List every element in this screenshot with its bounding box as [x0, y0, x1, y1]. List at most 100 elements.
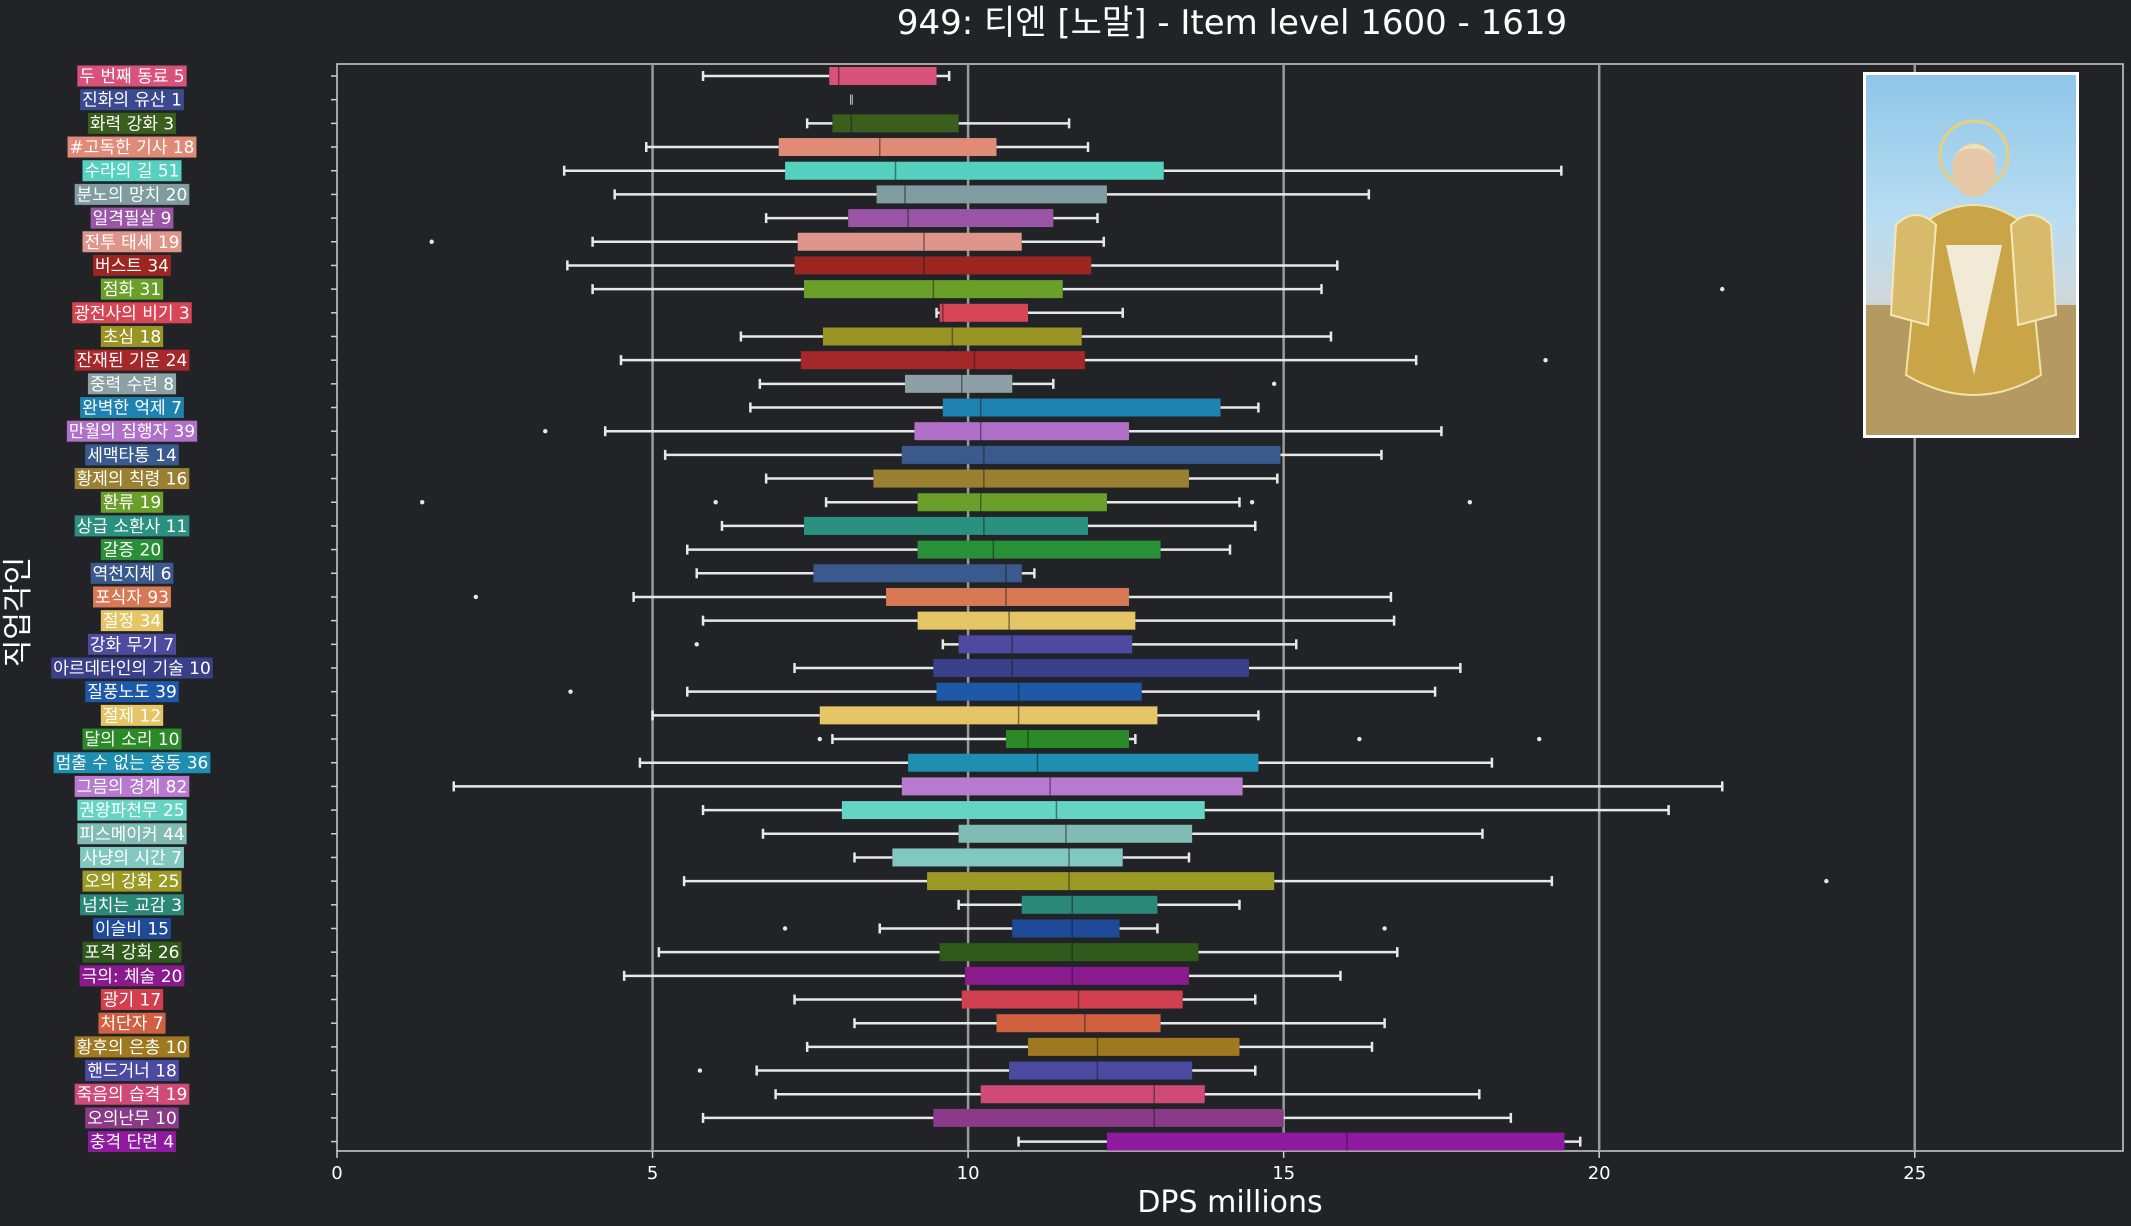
y-tick-label: 완벽한 억제 7 — [80, 397, 184, 419]
y-tick-label: 전투 태세 19 — [82, 231, 182, 253]
y-tick-text: 절정 34 — [103, 612, 161, 632]
box-row — [850, 90, 853, 109]
label-background — [74, 349, 190, 371]
box — [841, 801, 1205, 820]
y-tick-text: 완벽한 억제 7 — [82, 399, 182, 419]
y-tick-label: 권왕파천무 25 — [77, 799, 187, 821]
box-row — [619, 351, 1548, 370]
box-row — [663, 445, 1383, 464]
x-tick-label: 25 — [1903, 1163, 1926, 1184]
y-tick-label: 갈증 20 — [100, 539, 164, 561]
y-tick-text: 황후의 은총 10 — [77, 1038, 188, 1058]
box-row — [782, 919, 1387, 938]
label-background — [87, 112, 177, 134]
box — [936, 682, 1142, 701]
box-row — [473, 587, 1393, 606]
box-row — [720, 516, 1257, 535]
label-background — [100, 491, 164, 513]
box — [901, 445, 1281, 464]
box — [1009, 1061, 1193, 1080]
y-tick-label: 분노의 망치 20 — [74, 183, 190, 205]
box — [917, 540, 1161, 559]
box-row — [566, 256, 1339, 275]
box — [917, 493, 1107, 512]
box-row — [793, 990, 1257, 1009]
y-tick-text: 절제 12 — [103, 706, 161, 726]
y-tick-label: 역천지체 6 — [90, 562, 174, 584]
box-row — [695, 564, 1036, 583]
x-tick-label: 0 — [331, 1163, 342, 1184]
y-tick-text: 잔재된 기운 24 — [77, 351, 188, 371]
box — [794, 256, 1092, 275]
box-row — [452, 777, 1724, 796]
y-tick-label: 오의난무 10 — [85, 1107, 179, 1129]
label-background — [74, 515, 190, 537]
y-tick-label: 화력 강화 3 — [87, 112, 177, 134]
label-background — [82, 870, 182, 892]
label-background — [100, 539, 164, 561]
label-background — [67, 136, 197, 158]
label-background — [53, 752, 211, 774]
box-row — [638, 753, 1494, 772]
y-tick-text: 버스트 34 — [95, 256, 169, 276]
y-tick-text: 처단자 7 — [100, 1014, 163, 1034]
y-tick-label: 아르데타인의 기술 10 — [51, 657, 213, 679]
y-tick-label: 포격 강화 26 — [82, 941, 182, 963]
label-background — [82, 728, 182, 750]
label-background — [85, 681, 179, 703]
y-tick-text: 초심 18 — [103, 327, 161, 347]
y-tick-text: 극의: 체술 20 — [82, 967, 183, 987]
box — [908, 753, 1259, 772]
y-tick-label: 환류 19 — [100, 491, 164, 513]
box-row — [701, 611, 1396, 630]
y-tick-text: 멈출 수 없는 충동 36 — [56, 754, 209, 774]
outlier-point — [1271, 381, 1277, 387]
y-tick-text: 중력 수련 8 — [90, 375, 174, 395]
y-tick-text: 분노의 망치 20 — [77, 185, 188, 205]
y-tick-text: 사냥의 시간 7 — [82, 848, 182, 868]
y-tick-text: 넘치는 교감 3 — [82, 896, 182, 916]
label-background — [100, 610, 164, 632]
y-tick-label: 절정 34 — [100, 610, 164, 632]
label-background — [90, 562, 174, 584]
y-tick-label: 만월의 집행자 39 — [66, 420, 198, 442]
outlier-point — [473, 594, 479, 600]
box-row — [793, 659, 1462, 677]
y-tick-label: 극의: 체술 20 — [79, 965, 185, 987]
label-background — [100, 325, 164, 347]
y-tick-label: 피스메이커 44 — [77, 823, 187, 845]
x-tick-label: 5 — [647, 1163, 658, 1184]
y-tick-text: 핸드거너 18 — [87, 1062, 177, 1082]
box-row — [805, 114, 1071, 133]
y-tick-text: 갈증 20 — [103, 541, 161, 561]
y-tick-label: 그믐의 경계 82 — [74, 775, 190, 797]
y-tick-text: 만월의 집행자 39 — [69, 422, 195, 442]
y-tick-label: 사냥의 시간 7 — [80, 846, 184, 868]
box-row — [1017, 1132, 1582, 1151]
box — [832, 114, 959, 133]
box — [901, 777, 1243, 796]
y-tick-label: 강화 무기 7 — [87, 633, 177, 655]
y-tick-text: 오의 강화 25 — [85, 872, 180, 892]
box — [961, 990, 1183, 1009]
character-portrait-image — [1863, 72, 2079, 438]
box — [964, 966, 1189, 985]
y-tick-label: 달의 소리 10 — [82, 728, 182, 750]
outlier-point — [1537, 736, 1542, 742]
label-background — [80, 397, 184, 419]
y-tick-label: 질풍노도 39 — [85, 681, 179, 703]
y-tick-text: 수라의 길 51 — [85, 162, 180, 182]
box — [958, 824, 1193, 843]
label-background — [100, 704, 164, 726]
box — [914, 422, 1130, 441]
outlier-point — [429, 239, 434, 244]
box — [785, 161, 1164, 180]
label-background — [66, 420, 198, 442]
box — [819, 706, 1158, 725]
box — [778, 138, 997, 157]
box-row — [805, 1037, 1374, 1056]
box-row — [419, 493, 1473, 512]
label-background — [87, 1131, 177, 1153]
box — [886, 587, 1130, 606]
y-tick-label: 넘치는 교감 3 — [80, 894, 184, 916]
